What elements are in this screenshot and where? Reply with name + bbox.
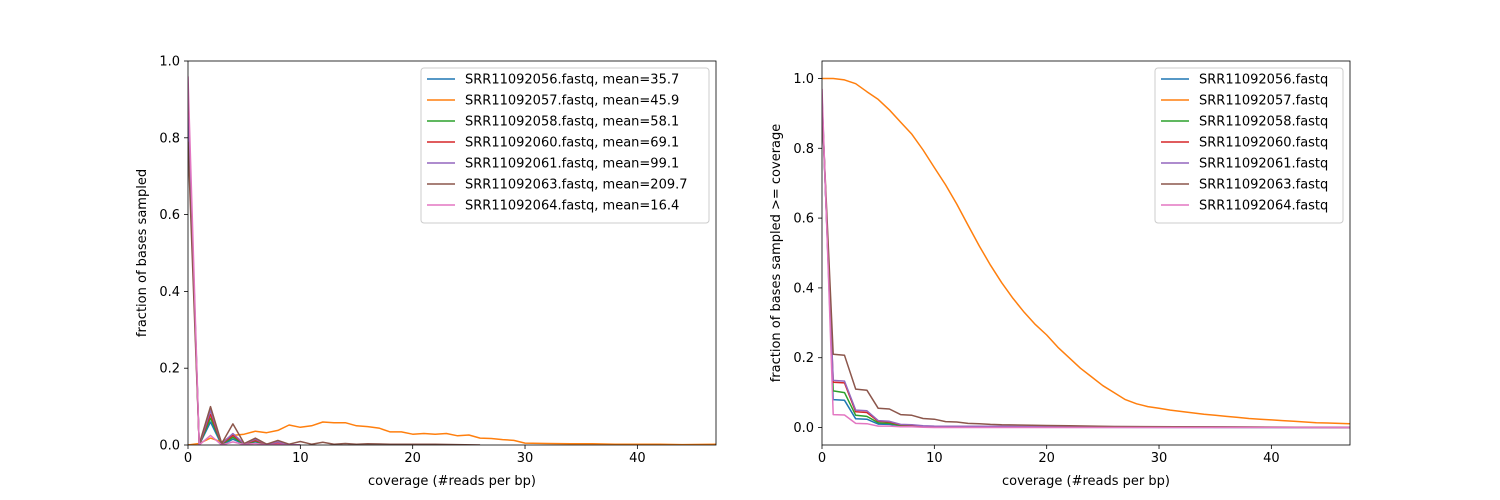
- x-tick-label: 0: [818, 451, 826, 466]
- series-line-6: [822, 106, 1350, 429]
- x-axis-label: coverage (#reads per bp): [1002, 474, 1170, 489]
- x-axis-label: coverage (#reads per bp): [368, 474, 536, 489]
- legend-box: [1154, 67, 1344, 224]
- y-tick-label: 0.6: [159, 208, 180, 223]
- y-tick-label: 0.2: [159, 362, 180, 377]
- plot-frame: [821, 60, 1351, 446]
- x-axis-ticks: 0 10 20 30 40: [184, 445, 646, 466]
- legend-label: SRR11092056.fastq, mean=35.7: [465, 73, 679, 88]
- y-tick-label: 0.0: [159, 439, 180, 454]
- legend-label: SRR11092064.fastq, mean=16.4: [465, 199, 679, 214]
- y-tick-label: 0.4: [159, 285, 180, 300]
- y-axis-label: fraction of bases sampled: [135, 169, 150, 337]
- plot-frame: [187, 60, 717, 446]
- series-line-2: [188, 421, 716, 445]
- x-tick-label: 30: [1151, 451, 1168, 466]
- y-tick-label: 0.8: [793, 142, 814, 157]
- legend-label: SRR11092058.fastq, mean=58.1: [465, 115, 679, 130]
- legend: SRR11092056.fastq, mean=35.7 SRR11092057.…: [420, 67, 710, 224]
- legend-label: SRR11092057.fastq, mean=45.9: [465, 94, 679, 109]
- x-tick-label: 0: [184, 451, 192, 466]
- series-line-6: [188, 141, 481, 445]
- y-tick-label: 0.6: [793, 212, 814, 227]
- cumulative-coverage-chart: 0 10 20 30 40 0.0 0.2 0.4 0.6 0.8 1.0 coverage (#re…: [769, 60, 1351, 489]
- legend-label: SRR11092060.fastq, mean=69.1: [465, 136, 679, 151]
- series-line-5: [822, 106, 1350, 429]
- series-lines: [822, 77, 1350, 429]
- legend-label: SRR11092061.fastq, mean=99.1: [465, 157, 679, 172]
- y-tick-label: 0.8: [159, 131, 180, 146]
- y-axis-ticks: 0.0 0.2 0.4 0.6 0.8 1.0: [159, 55, 188, 454]
- series-line-2: [822, 77, 1350, 425]
- y-tick-label: 0.0: [793, 421, 814, 436]
- legend-label: SRR11092060.fastq: [1199, 136, 1328, 151]
- legend: SRR11092056.fastq SRR11092057.fastq SRR110…: [1154, 67, 1344, 224]
- coverage-histogram-chart: 0 10 20 30 40 0.0 0.2 0.4 0.6 0.8 1.0 coverage (#re…: [135, 55, 717, 489]
- y-tick-label: 1.0: [793, 72, 814, 87]
- y-tick-label: 1.0: [159, 55, 180, 70]
- x-tick-label: 10: [926, 451, 943, 466]
- legend-label: SRR11092063.fastq, mean=209.7: [465, 178, 688, 193]
- legend-box: [420, 67, 710, 224]
- x-tick-label: 40: [629, 451, 646, 466]
- y-tick-label: 0.2: [793, 351, 814, 366]
- x-axis-ticks: 0 10 20 30 40: [818, 445, 1280, 466]
- x-tick-label: 40: [1263, 451, 1280, 466]
- legend-label: SRR11092063.fastq: [1199, 178, 1328, 193]
- x-tick-label: 20: [404, 451, 421, 466]
- x-tick-label: 10: [292, 451, 309, 466]
- legend-label: SRR11092061.fastq: [1199, 157, 1328, 172]
- legend-label: SRR11092056.fastq: [1199, 73, 1328, 88]
- y-tick-label: 0.4: [793, 281, 814, 296]
- x-tick-label: 30: [517, 451, 534, 466]
- legend-label: SRR11092057.fastq: [1199, 94, 1328, 109]
- y-axis-ticks: 0.0 0.2 0.4 0.6 0.8 1.0: [793, 72, 822, 436]
- y-axis-label: fraction of bases sampled >= coverage: [769, 124, 784, 383]
- legend-label: SRR11092064.fastq: [1199, 199, 1328, 214]
- series-line-7: [822, 88, 1350, 429]
- legend-label: SRR11092058.fastq: [1199, 115, 1328, 130]
- series-lines: [188, 76, 716, 445]
- x-tick-label: 20: [1038, 451, 1055, 466]
